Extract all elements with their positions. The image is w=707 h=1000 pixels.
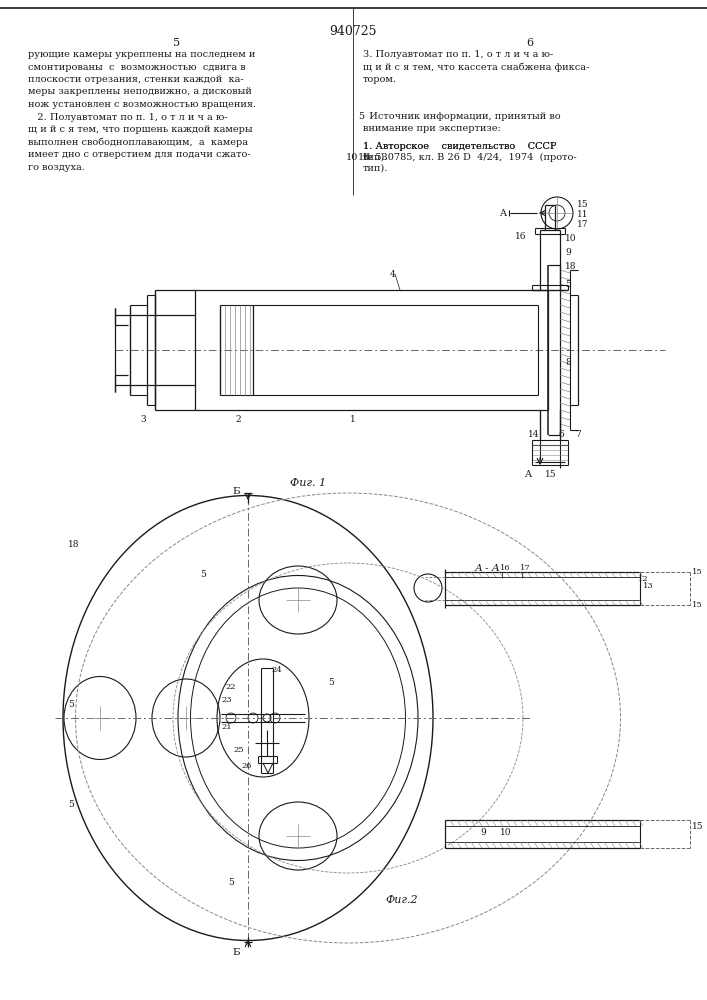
Text: щ и й с я тем, что кассета снабжена фикса-: щ и й с я тем, что кассета снабжена фикс… [363, 62, 589, 72]
Text: го воздуха.: го воздуха. [28, 162, 85, 172]
Text: 9: 9 [480, 828, 486, 837]
Text: 5: 5 [328, 678, 334, 687]
Text: нож установлен с возможностью вращения.: нож установлен с возможностью вращения. [28, 100, 256, 109]
Text: щ и й с я тем, что поршень каждой камеры: щ и й с я тем, что поршень каждой камеры [28, 125, 252, 134]
Text: 16: 16 [500, 564, 510, 572]
Text: 3: 3 [140, 415, 146, 424]
Text: Фиг.2: Фиг.2 [385, 895, 418, 905]
Text: 10: 10 [500, 828, 511, 837]
Text: 5: 5 [358, 112, 364, 121]
Text: 12: 12 [638, 575, 648, 583]
Text: А - А: А - А [475, 564, 501, 573]
Text: Б: Б [232, 487, 240, 496]
Text: 11: 11 [577, 210, 588, 219]
Text: 1. Авторское    свидетельство    СССР: 1. Авторское свидетельство СССР [363, 142, 556, 151]
Text: тип).: тип). [363, 164, 388, 173]
Text: 13: 13 [643, 582, 654, 590]
Text: 15: 15 [577, 200, 589, 209]
Text: 940725: 940725 [329, 25, 377, 38]
Text: 15: 15 [692, 822, 703, 831]
Text: 18: 18 [68, 540, 79, 549]
Text: плоскости отрезания, стенки каждой  ка-: плоскости отрезания, стенки каждой ка- [28, 75, 244, 84]
Text: имеет дно с отверстием для подачи сжато-: имеет дно с отверстием для подачи сжато- [28, 150, 250, 159]
Text: 17: 17 [520, 564, 531, 572]
Text: внимание при экспертизе:: внимание при экспертизе: [363, 124, 501, 133]
Text: 18: 18 [565, 262, 576, 271]
Text: Фиг. 1: Фиг. 1 [290, 478, 326, 488]
Text: 23: 23 [221, 696, 232, 704]
Text: 10: 10 [565, 234, 576, 243]
Text: № 530785, кл. В 26 D  4/24,  1974  (прото-: № 530785, кл. В 26 D 4/24, 1974 (прото- [363, 153, 577, 162]
Text: 5: 5 [68, 800, 74, 809]
Text: 17: 17 [577, 220, 588, 229]
Text: тором.: тором. [363, 75, 397, 84]
Text: 8: 8 [565, 358, 571, 367]
Text: 2. Полуавтомат по п. 1, о т л и ч а ю-: 2. Полуавтомат по п. 1, о т л и ч а ю- [28, 112, 228, 121]
Text: тип).: тип). [363, 153, 388, 162]
Text: Источник информации, принятый во: Источник информации, принятый во [363, 112, 561, 121]
Text: 15: 15 [545, 470, 556, 479]
Text: 4: 4 [390, 270, 396, 279]
Text: 10: 10 [346, 153, 358, 162]
Text: Б: Б [232, 948, 240, 957]
Text: 5: 5 [173, 38, 180, 48]
Text: 26: 26 [241, 762, 252, 770]
Text: 6: 6 [558, 430, 563, 439]
Text: 7: 7 [575, 430, 580, 439]
Text: 6: 6 [527, 38, 534, 48]
Text: меры закреплены неподвижно, а дисковый: меры закреплены неподвижно, а дисковый [28, 88, 252, 97]
Text: 5: 5 [200, 570, 206, 579]
Text: 2: 2 [235, 415, 240, 424]
Text: 15: 15 [692, 568, 703, 576]
Text: A: A [524, 470, 531, 479]
Text: рующие камеры укреплены на последнем и: рующие камеры укреплены на последнем и [28, 50, 255, 59]
Text: выполнен свободноплавающим,  а  камера: выполнен свободноплавающим, а камера [28, 137, 248, 147]
Text: 10: 10 [358, 153, 370, 162]
Text: A: A [499, 209, 506, 218]
Text: 16: 16 [515, 232, 527, 241]
Text: 22: 22 [225, 683, 235, 691]
Text: 21: 21 [221, 723, 232, 731]
Text: 24: 24 [271, 666, 282, 674]
Text: смонтированы  с  возможностью  сдвига в: смонтированы с возможностью сдвига в [28, 62, 245, 72]
Text: 14: 14 [528, 430, 539, 439]
Text: 1: 1 [350, 415, 356, 424]
Text: 3. Полуавтомат по п. 1, о т л и ч а ю-: 3. Полуавтомат по п. 1, о т л и ч а ю- [363, 50, 554, 59]
Text: 25: 25 [233, 746, 244, 754]
Text: 5: 5 [68, 700, 74, 709]
Text: 5: 5 [565, 280, 571, 289]
Text: 15: 15 [692, 601, 703, 609]
Text: 1. Авторское    свидетельство    СССР: 1. Авторское свидетельство СССР [363, 142, 556, 151]
Text: 5: 5 [228, 878, 234, 887]
Text: 9: 9 [565, 248, 571, 257]
